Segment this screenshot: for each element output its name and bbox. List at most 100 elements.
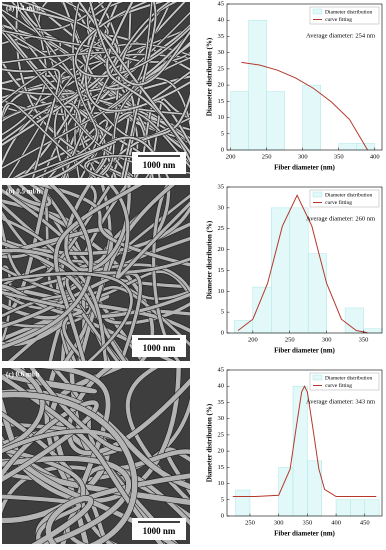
bar bbox=[364, 499, 380, 517]
fiber bbox=[6, 185, 52, 207]
x-axis-label: Fiber diameter (nm) bbox=[274, 164, 335, 172]
legend-label: Diameter distribution bbox=[325, 9, 372, 15]
y-tick-label: 25 bbox=[218, 431, 225, 438]
annotation: Average diameter: 260 nm bbox=[306, 215, 375, 222]
x-tick-label: 200 bbox=[226, 153, 236, 160]
fiber bbox=[62, 2, 190, 90]
fiber bbox=[7, 43, 190, 178]
legend-box bbox=[309, 189, 380, 208]
scale-bar-box bbox=[132, 152, 186, 174]
y-tick-label: 20 bbox=[218, 246, 225, 253]
bar bbox=[307, 460, 322, 517]
y-tick-label: 5 bbox=[221, 496, 224, 503]
x-axis-label: Fiber diameter (nm) bbox=[274, 347, 335, 355]
scale-bar-box bbox=[132, 518, 186, 540]
bar bbox=[302, 84, 321, 151]
y-axis-label: Diameter distribution (%) bbox=[206, 37, 214, 116]
fiber bbox=[2, 284, 190, 333]
bar bbox=[235, 489, 251, 517]
y-tick-label: 0 bbox=[221, 146, 224, 153]
y-tick-label: 5 bbox=[221, 130, 224, 137]
fiber bbox=[2, 455, 132, 544]
legend-swatch bbox=[312, 374, 323, 381]
sem-image bbox=[2, 368, 190, 544]
x-tick-label: 400 bbox=[370, 153, 380, 160]
plot-frame bbox=[226, 3, 383, 151]
scale-bar-label: 1000 nm bbox=[143, 160, 176, 170]
x-tick-label: 300 bbox=[298, 153, 308, 160]
y-tick-label: 40 bbox=[218, 383, 225, 390]
fiber bbox=[2, 391, 138, 544]
y-tick-label: 10 bbox=[218, 288, 225, 295]
legend-label: Diameter distribution bbox=[325, 192, 372, 198]
bar bbox=[252, 286, 272, 334]
legend-box bbox=[309, 372, 380, 391]
bar bbox=[289, 207, 309, 334]
fiber bbox=[2, 68, 61, 178]
bar bbox=[248, 19, 267, 151]
y-tick-label: 25 bbox=[218, 65, 225, 72]
y-tick-label: 15 bbox=[218, 464, 225, 471]
fiber bbox=[2, 411, 114, 544]
bar bbox=[307, 253, 327, 334]
bar bbox=[271, 207, 290, 334]
sem-image bbox=[2, 185, 190, 361]
x-tick-label: 350 bbox=[359, 336, 369, 343]
y-tick-label: 20 bbox=[218, 82, 225, 89]
legend-label: curve fitting bbox=[325, 382, 352, 389]
bar bbox=[335, 499, 351, 517]
bar bbox=[338, 143, 358, 151]
legend-swatch bbox=[312, 191, 323, 198]
y-axis-label: Diameter distribution (%) bbox=[206, 403, 214, 482]
y-tick-label: 20 bbox=[218, 448, 225, 455]
fiber bbox=[35, 185, 190, 267]
fiber bbox=[2, 272, 133, 361]
fiber bbox=[78, 2, 190, 155]
x-tick-label: 350 bbox=[334, 153, 344, 160]
legend-swatch bbox=[312, 8, 323, 15]
y-tick-label: 35 bbox=[218, 33, 225, 40]
panel-label: (b) 0.5 ml/h bbox=[6, 188, 41, 196]
panel-label: (a) 0.4 ml/h bbox=[6, 5, 40, 13]
fiber bbox=[2, 290, 88, 361]
scale-bar-box bbox=[132, 335, 186, 357]
panel-label: (c) 0.6 ml/h bbox=[6, 371, 40, 379]
fiber bbox=[15, 141, 117, 178]
y-tick-label: 30 bbox=[218, 49, 225, 56]
fit-curve bbox=[237, 194, 368, 334]
annotation: Average diameter: 254 nm bbox=[306, 32, 375, 39]
fiber bbox=[2, 102, 98, 178]
y-tick-label: 15 bbox=[218, 98, 225, 105]
y-tick-label: 10 bbox=[218, 480, 225, 487]
x-tick-label: 400 bbox=[331, 519, 341, 526]
bar bbox=[230, 91, 249, 151]
fiber bbox=[2, 248, 108, 361]
bar bbox=[292, 385, 308, 517]
fiber bbox=[108, 185, 190, 279]
y-tick-label: 0 bbox=[221, 329, 224, 336]
fiber bbox=[2, 8, 92, 178]
plot-frame bbox=[226, 186, 383, 334]
bar bbox=[350, 499, 366, 517]
legend-label: curve fitting bbox=[325, 199, 352, 206]
fiber bbox=[2, 185, 97, 259]
x-axis-label: Fiber diameter (nm) bbox=[274, 530, 335, 538]
fit-curve bbox=[241, 61, 369, 151]
scale-bar-label: 1000 nm bbox=[143, 526, 176, 536]
bar bbox=[266, 91, 285, 151]
fiber bbox=[96, 93, 190, 178]
x-tick-label: 350 bbox=[302, 519, 312, 526]
fiber bbox=[121, 2, 157, 178]
y-tick-label: 25 bbox=[218, 225, 225, 232]
legend-box bbox=[309, 6, 380, 25]
y-axis-label: Diameter distribution (%) bbox=[206, 220, 214, 299]
fiber bbox=[2, 494, 82, 544]
bar bbox=[278, 467, 294, 517]
legend-label: Diameter distribution bbox=[325, 375, 372, 381]
x-tick-label: 250 bbox=[285, 336, 295, 343]
scale-bar-label: 1000 nm bbox=[143, 343, 176, 353]
x-tick-label: 250 bbox=[262, 153, 272, 160]
x-tick-label: 250 bbox=[245, 519, 255, 526]
fiber bbox=[2, 185, 93, 350]
legend-label: curve fitting bbox=[325, 16, 352, 23]
